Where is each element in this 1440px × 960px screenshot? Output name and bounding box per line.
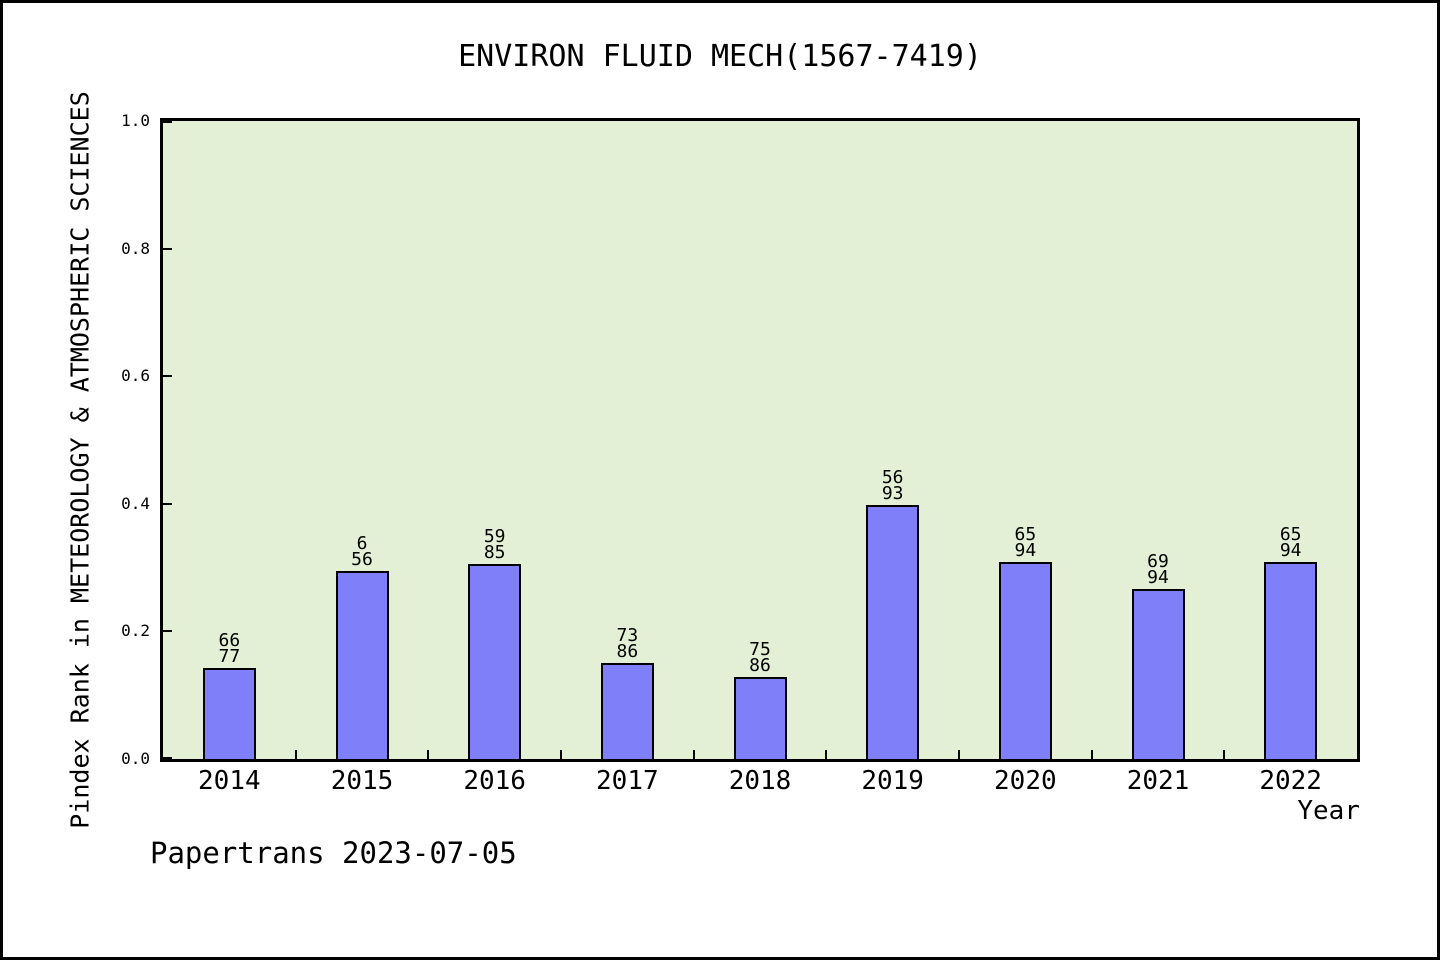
bar-value-label-2016: 59 85 [435,525,555,563]
x-axis-tick [427,750,430,759]
chart-title: ENVIRON FLUID MECH(1567-7419) [458,39,982,74]
x-axis-tick [294,750,297,759]
bar-2016 [468,563,522,759]
bar-2022 [1264,561,1318,759]
x-tick-label-2016: 2016 [463,766,526,796]
x-tick-label-2017: 2017 [596,766,659,796]
bar-value-top: 69 [1147,551,1169,573]
bar-value-bottom: 56 [351,548,373,570]
y-tick-label-0.2: 0.2 [121,621,150,641]
bar-value-bottom: 77 [218,645,241,667]
bar-value-bottom: 94 [1147,567,1169,589]
y-tick-label-0.6: 0.6 [121,366,150,386]
bar-value-top: 73 [616,624,639,646]
bar-value-bottom: 93 [881,483,904,505]
bar-value-top: 59 [483,525,506,547]
bar-2014 [202,667,256,759]
y-axis-tick [163,502,172,505]
y-tick-label-0.8: 0.8 [121,238,150,258]
x-axis-tick [560,750,562,759]
y-axis-tick [163,375,172,378]
bar-value-label-2022: 65 94 [1231,523,1351,561]
bar-value-bottom: 85 [483,541,506,563]
bar-value-top: 75 [749,639,771,661]
x-tick-label-2014: 2014 [198,766,261,796]
y-axis-tick [163,121,172,123]
bar-value-label-2020: 65 94 [965,523,1085,561]
x-tick-label-2022: 2022 [1259,766,1322,796]
y-tick-label-0.0: 0.0 [121,749,150,768]
x-tick-label-2019: 2019 [861,766,924,796]
bar-value-label-2018: 75 86 [700,639,820,677]
plot-area: 66 77 6 56 59 85 73 86 75 86 56 93 65 94 69 94 65 94 [160,118,1360,762]
bar-value-label-2019: 56 93 [833,467,953,505]
x-tick-label-2015: 2015 [330,766,394,796]
y-tick-label-1.0: 1.0 [121,111,150,130]
bar-value-bottom: 86 [616,640,639,662]
bar-2021 [1131,589,1185,759]
bar-value-bottom: 94 [1014,539,1037,561]
y-axis-tick [163,630,172,633]
x-axis-tick [692,750,695,759]
x-axis-tick [825,750,828,759]
bar-value-top: 56 [881,467,904,489]
bar-2015 [335,570,389,759]
bar-value-label-2021: 69 94 [1098,551,1218,589]
bar-2019 [866,505,920,759]
y-axis-tick [163,757,172,759]
x-axis-tick [1090,750,1093,759]
plot-inner: 66 77 6 56 59 85 73 86 75 86 56 93 65 94 69 94 65 94 [163,121,1357,759]
bar-value-top: 66 [218,629,241,651]
y-tick-label-0.4: 0.4 [121,493,150,513]
bar-2017 [600,662,654,759]
x-tick-label-2020: 2020 [994,766,1057,796]
y-axis-tick [163,247,172,250]
bar-value-bottom: 86 [749,655,771,677]
x-axis-tick [958,750,960,759]
x-tick-label-2018: 2018 [728,766,792,796]
bar-value-label-2017: 73 86 [567,624,687,662]
bar-value-label-2015: 6 56 [302,532,422,570]
bar-value-top: 6 [356,532,368,554]
footer-watermark: Papertrans 2023-07-05 [150,836,517,870]
bar-value-label-2014: 66 77 [169,629,289,667]
x-axis-label: Year [1297,796,1360,826]
bar-value-top: 65 [1014,523,1037,545]
x-tick-label-2021: 2021 [1126,766,1190,796]
bar-value-top: 65 [1279,523,1302,545]
x-axis-tick [1223,750,1226,759]
bar-2018 [733,677,787,759]
y-axis-label: Pindex Rank in METEOROLOGY & ATMOSPHERIC… [65,91,95,829]
bar-2020 [998,561,1052,759]
x-tick-labels: 2014 2015 2016 2017 2018 2019 2020 2021 2022 [163,766,1357,798]
bar-value-bottom: 94 [1279,539,1302,561]
